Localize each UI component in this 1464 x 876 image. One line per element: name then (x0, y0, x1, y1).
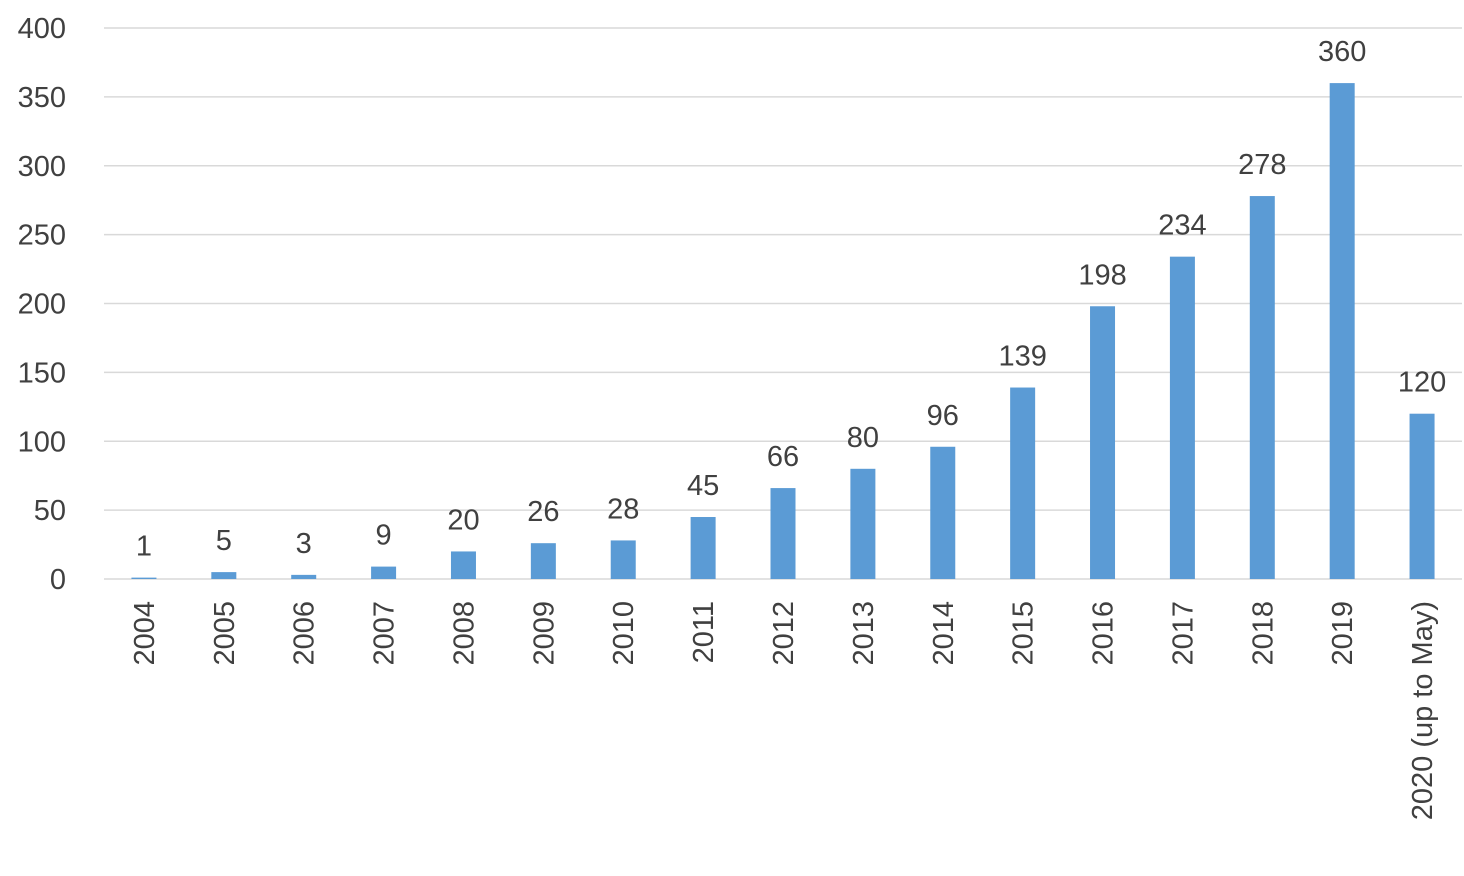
y-tick-label: 50 (34, 495, 66, 527)
x-tick-label: 2018 (1247, 601, 1279, 666)
data-label: 234 (1158, 210, 1206, 242)
y-tick-label: 200 (18, 289, 66, 321)
y-tick-label: 150 (18, 357, 66, 389)
bar (1090, 306, 1116, 579)
x-tick-label: 2008 (448, 601, 480, 666)
y-tick-label: 0 (50, 564, 66, 596)
x-tick-label: 2006 (289, 601, 321, 666)
data-label: 45 (687, 470, 719, 502)
bar (450, 551, 476, 579)
x-tick-label: 2019 (1327, 601, 1359, 666)
x-tick-label: 2004 (129, 601, 161, 666)
bar (1249, 196, 1275, 579)
bar (1169, 256, 1195, 579)
data-label: 9 (376, 520, 392, 552)
data-label: 26 (527, 496, 559, 528)
data-label: 3 (296, 528, 312, 560)
y-tick-label: 100 (18, 426, 66, 458)
y-tick-label: 400 (18, 13, 66, 45)
bar (530, 543, 556, 579)
y-tick-label: 300 (18, 151, 66, 183)
data-label: 139 (998, 341, 1046, 373)
data-label: 20 (447, 504, 479, 536)
bar (371, 566, 397, 579)
data-label: 278 (1238, 149, 1286, 181)
x-tick-label: 2010 (608, 601, 640, 666)
data-label: 360 (1318, 36, 1366, 68)
data-label: 198 (1078, 259, 1126, 291)
bar (690, 517, 716, 579)
data-label: 80 (847, 422, 879, 454)
bar (1010, 387, 1036, 579)
x-tick-label: 2014 (928, 601, 960, 666)
data-label: 96 (927, 400, 959, 432)
bar (131, 577, 157, 579)
x-tick-label: 2015 (1008, 601, 1040, 666)
y-tick-label: 250 (18, 220, 66, 252)
data-label: 5 (216, 525, 232, 557)
bar (610, 540, 636, 579)
bar (211, 572, 237, 579)
bar (1329, 83, 1355, 579)
x-tick-label: 2017 (1167, 601, 1199, 666)
x-tick-label: 2007 (369, 601, 401, 666)
data-label: 66 (767, 441, 799, 473)
x-tick-label: 2020 (up to May) (1407, 601, 1439, 820)
x-tick-label: 2013 (848, 601, 880, 666)
bar (930, 446, 956, 579)
bars (131, 83, 1435, 579)
gridlines (104, 27, 1462, 580)
y-tick-label: 350 (18, 82, 66, 114)
bar (1409, 413, 1435, 579)
data-label: 28 (607, 493, 639, 525)
x-tick-label: 2011 (688, 601, 720, 663)
bar (850, 468, 876, 579)
bar (770, 488, 796, 579)
x-tick-label: 2012 (768, 601, 800, 666)
x-tick-label: 2005 (209, 601, 241, 666)
x-axis-tick-labels: 2004 2005 2006 2007 2008 2009 2010 2011 2012 2013… (129, 601, 1439, 820)
data-label: 120 (1398, 367, 1446, 399)
x-tick-label: 2016 (1088, 601, 1120, 666)
data-label: 1 (136, 531, 152, 563)
data-labels: 1 5 3 9 20 26 28 45 66 80 96 139 198 234 278 360 120 (136, 36, 1446, 563)
y-axis-tick-labels: 0 50 100 150 200 250 300 350 400 (18, 13, 66, 596)
bar (291, 574, 317, 579)
x-tick-label: 2009 (528, 601, 560, 666)
